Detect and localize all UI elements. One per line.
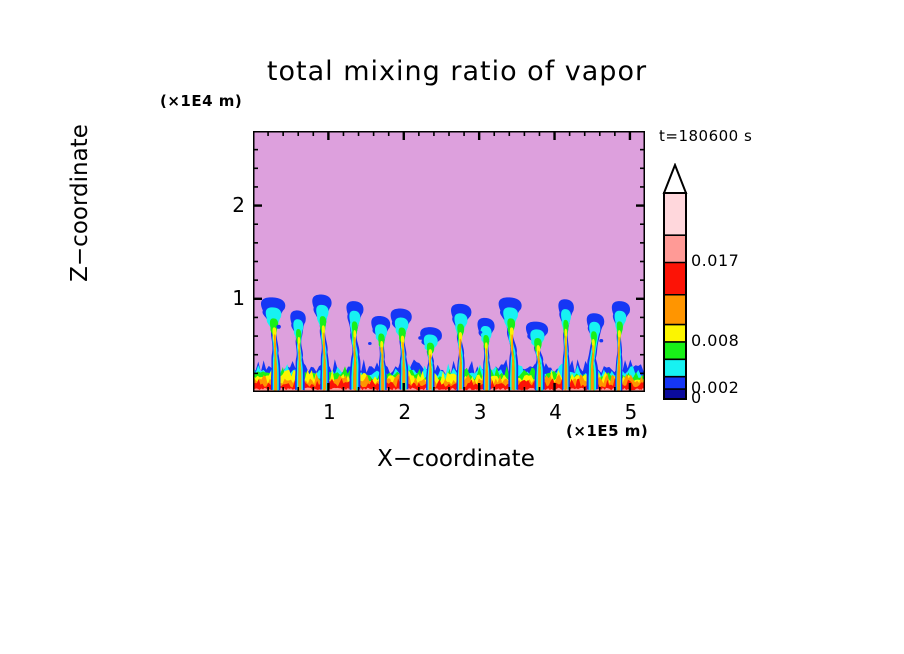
colorbar-tick-label: 0.008 — [691, 330, 740, 350]
x-axis-title: X−coordinate — [377, 446, 535, 472]
contour-field — [253, 131, 645, 392]
x-tick-label: 3 — [473, 400, 487, 424]
timestamp-label: t=180600 s — [659, 127, 753, 145]
colorbar-tick-label: 0.017 — [691, 251, 740, 271]
y-tick-label: 2 — [232, 192, 245, 217]
x-axis-unit: (×1E5 m) — [566, 422, 649, 440]
x-tick-label: 1 — [323, 400, 336, 424]
x-tick-label: 2 — [398, 400, 412, 424]
contour-plot — [253, 131, 645, 392]
plot-title: total mixing ratio of vapor — [266, 56, 648, 87]
y-axis-unit: (×1E4 m) — [160, 92, 243, 110]
y-tick-label: 1 — [232, 285, 245, 310]
colorbar-tick-label: 0.002 — [691, 378, 740, 398]
colorbar-tick-label: 0 — [691, 388, 702, 407]
x-tick-label: 4 — [549, 400, 562, 424]
x-tick-label: 5 — [624, 400, 638, 424]
y-axis-title: Z−coordinate — [67, 124, 93, 282]
colorbar — [662, 163, 688, 400]
